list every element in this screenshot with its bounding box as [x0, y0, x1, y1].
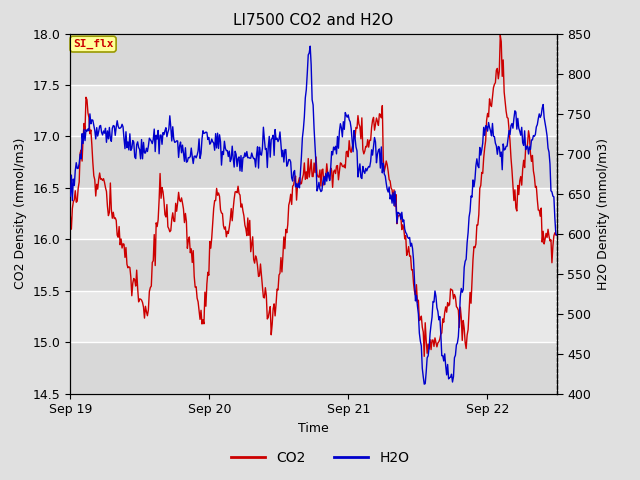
- Text: SI_flx: SI_flx: [73, 39, 113, 49]
- Bar: [70, 34, 557, 85]
- Bar: [70, 291, 557, 342]
- Bar: [70, 342, 557, 394]
- Y-axis label: H2O Density (mmol/m3): H2O Density (mmol/m3): [596, 138, 610, 289]
- Y-axis label: CO2 Density (mmol/m3): CO2 Density (mmol/m3): [14, 138, 28, 289]
- Title: LI7500 CO2 and H2O: LI7500 CO2 and H2O: [234, 13, 394, 28]
- X-axis label: Time: Time: [298, 422, 329, 435]
- Bar: [70, 136, 557, 188]
- Bar: [70, 188, 557, 240]
- Legend: CO2, H2O: CO2, H2O: [225, 445, 415, 471]
- Bar: [70, 240, 557, 291]
- Bar: [70, 85, 557, 136]
